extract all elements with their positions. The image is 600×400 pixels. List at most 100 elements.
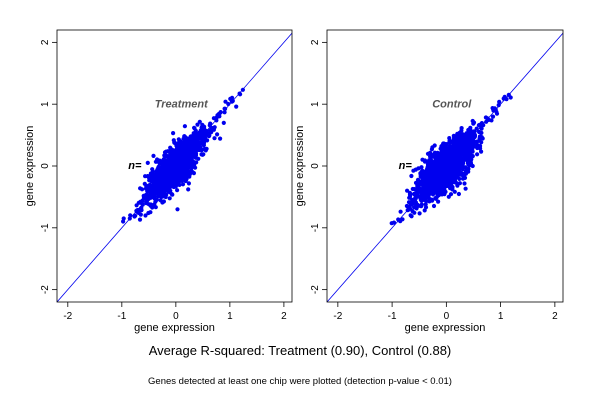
data-point bbox=[165, 163, 170, 168]
data-point bbox=[223, 99, 228, 104]
data-point bbox=[423, 202, 428, 207]
data-point bbox=[451, 143, 457, 148]
data-point bbox=[167, 174, 172, 179]
data-point bbox=[195, 122, 200, 127]
data-point bbox=[463, 165, 468, 170]
data-point bbox=[186, 187, 191, 192]
x-tick-label: 2 bbox=[552, 311, 558, 322]
data-point bbox=[152, 173, 157, 178]
data-point bbox=[432, 150, 437, 155]
data-point bbox=[427, 183, 432, 188]
data-point bbox=[221, 120, 226, 125]
data-point bbox=[470, 118, 475, 124]
data-point bbox=[160, 192, 165, 197]
data-point bbox=[174, 142, 179, 147]
data-point bbox=[158, 174, 163, 179]
data-point bbox=[412, 210, 417, 215]
data-point bbox=[170, 154, 175, 159]
data-point bbox=[155, 167, 160, 172]
data-point bbox=[464, 149, 469, 154]
data-point bbox=[143, 174, 148, 179]
data-point bbox=[439, 181, 444, 186]
data-point bbox=[457, 181, 462, 186]
data-point bbox=[183, 178, 188, 184]
y-tick-label: -1 bbox=[40, 223, 51, 232]
y-tick-label: -1 bbox=[310, 223, 321, 232]
data-point bbox=[174, 183, 179, 188]
data-point bbox=[418, 172, 423, 177]
data-point bbox=[459, 126, 464, 131]
data-point bbox=[218, 136, 223, 141]
data-point bbox=[188, 155, 193, 160]
panel-label: Treatment bbox=[155, 98, 209, 110]
x-tick-label: -1 bbox=[117, 311, 126, 322]
data-point bbox=[167, 170, 172, 175]
data-point bbox=[428, 150, 433, 155]
data-point bbox=[419, 194, 424, 199]
data-point bbox=[409, 214, 414, 219]
data-point bbox=[176, 137, 181, 142]
data-point bbox=[436, 193, 441, 198]
data-point bbox=[164, 179, 169, 184]
data-point bbox=[161, 199, 166, 204]
data-point bbox=[175, 158, 180, 163]
data-point bbox=[199, 152, 204, 157]
data-point bbox=[429, 154, 434, 159]
data-point bbox=[427, 199, 432, 204]
data-point bbox=[153, 159, 158, 164]
chart-footnote: Genes detected at least one chip were pl… bbox=[148, 376, 452, 387]
data-point bbox=[182, 166, 187, 171]
sample-size-annotation: n= bbox=[128, 160, 142, 172]
data-point bbox=[146, 210, 151, 216]
x-tick-label: 2 bbox=[281, 311, 287, 322]
data-point bbox=[414, 190, 419, 195]
data-point bbox=[192, 126, 197, 131]
data-point bbox=[201, 131, 206, 136]
data-point bbox=[446, 194, 451, 199]
y-tick-label: -2 bbox=[310, 285, 321, 294]
data-point bbox=[462, 175, 468, 180]
data-point bbox=[457, 155, 462, 160]
data-point bbox=[466, 167, 471, 172]
x-tick-label: 1 bbox=[498, 311, 504, 322]
y-tick-label: 1 bbox=[40, 101, 51, 107]
data-point bbox=[457, 146, 462, 151]
data-point bbox=[175, 207, 180, 212]
data-point bbox=[451, 149, 456, 154]
reference-line-y-equals-x bbox=[57, 32, 292, 302]
data-point bbox=[483, 115, 488, 120]
data-point bbox=[417, 211, 422, 216]
data-point bbox=[167, 190, 172, 195]
data-point bbox=[432, 189, 437, 194]
data-point bbox=[470, 147, 475, 152]
data-point bbox=[145, 160, 150, 165]
data-point bbox=[146, 175, 151, 180]
data-point bbox=[442, 188, 447, 193]
data-point bbox=[215, 132, 220, 137]
y-tick-label: 0 bbox=[40, 163, 51, 169]
data-point bbox=[407, 190, 412, 195]
data-point bbox=[496, 103, 501, 108]
data-point bbox=[470, 163, 475, 169]
data-point bbox=[431, 203, 437, 209]
x-axis-label: gene expression bbox=[405, 322, 486, 334]
data-point bbox=[409, 173, 414, 179]
data-point bbox=[185, 147, 190, 152]
data-point bbox=[214, 118, 219, 123]
data-point bbox=[415, 186, 420, 191]
data-point bbox=[137, 217, 143, 222]
data-point bbox=[189, 159, 194, 164]
data-point bbox=[152, 182, 157, 187]
data-point bbox=[451, 156, 456, 162]
data-point bbox=[128, 213, 133, 218]
data-point bbox=[172, 149, 177, 154]
scatter-panel-1: -2 -1 0 1 2 -2 -1 0 1 2 gene expression gene expres… bbox=[24, 29, 293, 334]
data-point bbox=[430, 164, 435, 169]
data-point bbox=[462, 157, 467, 163]
data-point bbox=[161, 164, 166, 169]
data-point bbox=[437, 162, 442, 167]
data-point bbox=[426, 178, 431, 183]
data-point bbox=[198, 128, 203, 133]
data-point bbox=[442, 154, 447, 159]
data-point bbox=[443, 149, 448, 154]
